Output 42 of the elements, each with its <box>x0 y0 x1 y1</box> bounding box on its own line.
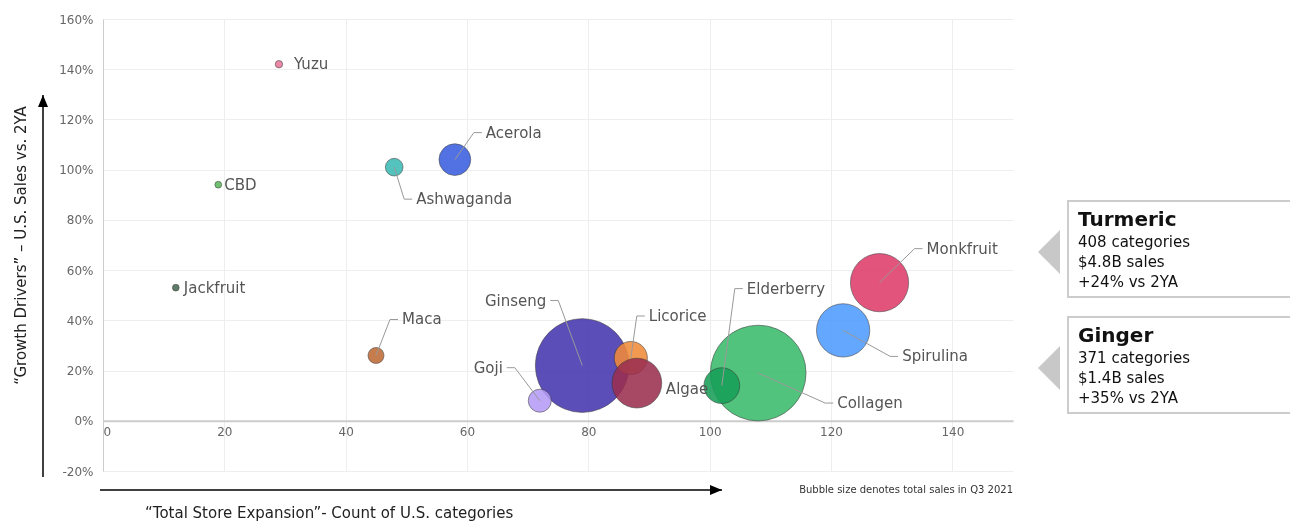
text: +24% vs 2YA <box>1078 272 1179 292</box>
y-tick-label: 80% <box>66 213 94 228</box>
y-tick-label: 60% <box>66 263 94 278</box>
text: Elderberry <box>746 279 826 298</box>
x-tick-label: 100 <box>698 425 722 440</box>
x-tick-label: 60 <box>459 425 476 440</box>
x-tick-label: 80 <box>581 425 597 440</box>
series-label: Licorice <box>648 307 707 325</box>
text: 408 categories <box>1078 232 1192 252</box>
x-tick-label: 40 <box>338 425 354 440</box>
x-tick-label: 140 <box>941 425 965 440</box>
y-tick-label: 40% <box>66 313 94 328</box>
y-tick-label: 160% <box>59 12 94 27</box>
x-tick-label: 20 <box>217 425 233 440</box>
series-label: Acerola <box>485 123 542 142</box>
text: Collagen <box>837 394 903 413</box>
y-tick-label: 20% <box>66 364 94 379</box>
text: Bubble size denotes total sales in Q3 2021 <box>799 484 1013 495</box>
y-tick-label: 0% <box>74 414 94 429</box>
text: +35% vs 2YA <box>1078 388 1179 408</box>
series-label: Ginseng <box>484 291 547 310</box>
x-tick-label: 120 <box>820 425 843 440</box>
series-label: Yuzu <box>292 55 329 74</box>
series-label: Maca <box>402 310 442 329</box>
y-axis-title: “Growth Drivers” – U.S. Sales vs. 2YA <box>12 105 31 385</box>
x-axis-title: “Total Store Expansion”- Count of U.S. categories <box>145 504 514 522</box>
text: Goji <box>473 358 503 377</box>
series-label: CBD <box>224 175 257 194</box>
series-label: Jackfruit <box>182 278 246 297</box>
y-tick-label: 120% <box>59 112 94 127</box>
text: Spirulina <box>902 347 969 366</box>
text: Ginger <box>1078 322 1155 348</box>
text: 371 categories <box>1078 348 1192 368</box>
text: Turmeric <box>1078 206 1178 232</box>
y-tick-label: 140% <box>59 62 94 77</box>
series-label: Monkfruit <box>926 239 998 258</box>
y-tick-label: -20% <box>62 464 94 479</box>
text: $1.4B sales <box>1078 368 1166 388</box>
x-tick-label: 0 <box>103 425 112 440</box>
y-tick-label: 100% <box>59 163 94 178</box>
text: $4.8B sales <box>1078 252 1166 272</box>
series-label: Ashwaganda <box>416 190 513 209</box>
